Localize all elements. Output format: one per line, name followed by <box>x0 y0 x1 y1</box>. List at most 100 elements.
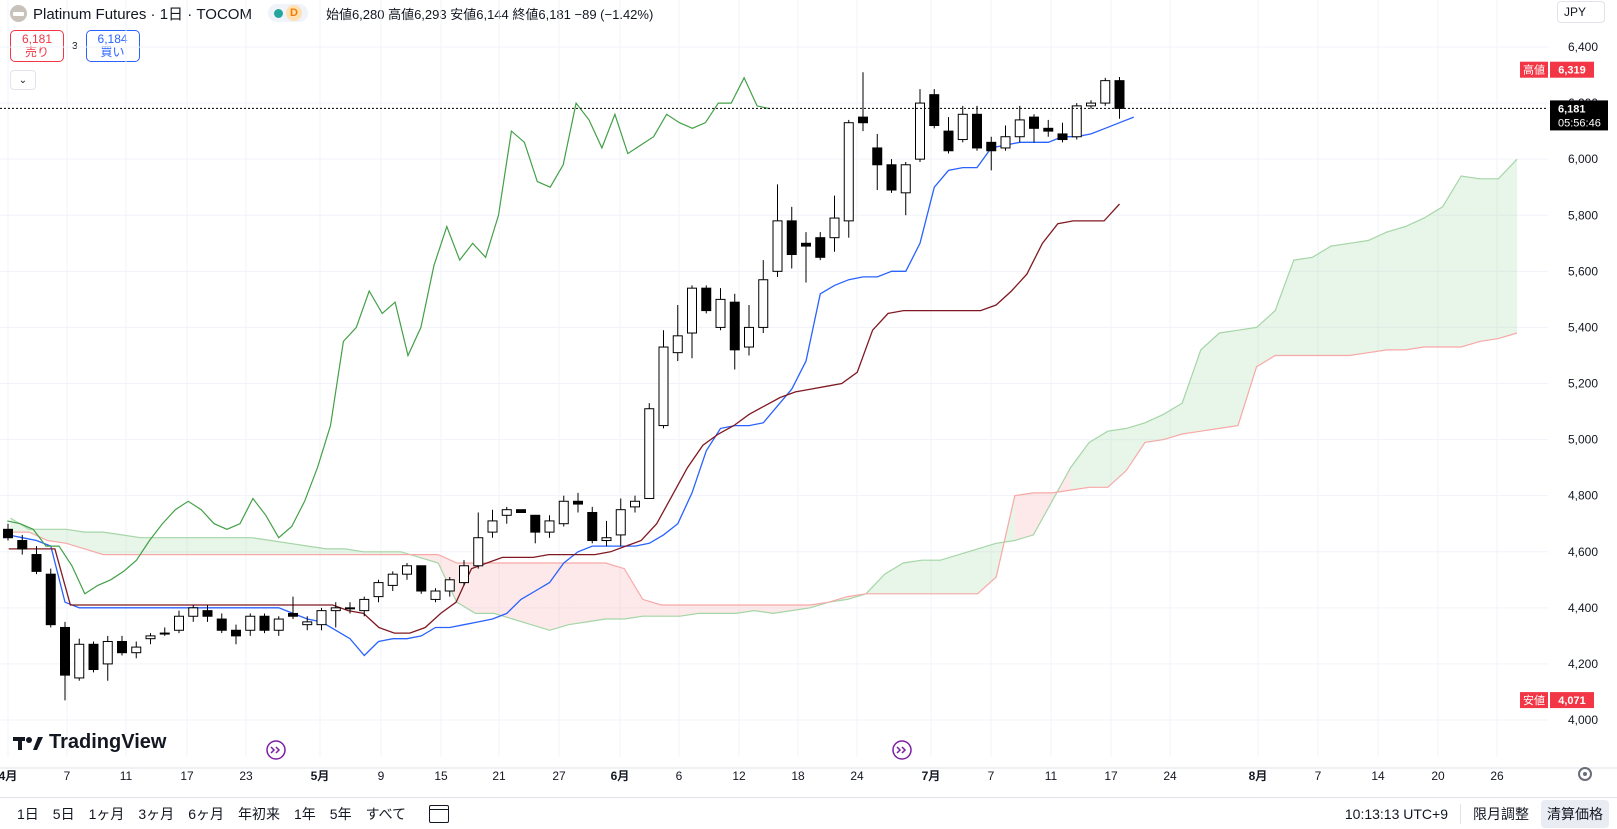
range-3m[interactable]: 3ヶ月 <box>138 805 175 822</box>
candle-body <box>957 113 968 141</box>
candle-body <box>188 607 199 617</box>
cloud-segment <box>270 540 290 555</box>
candle-body <box>658 346 669 427</box>
range-1d[interactable]: 1日 <box>17 805 39 822</box>
currency-label: JPY <box>1564 5 1587 19</box>
buy-button[interactable]: 6,184 買い <box>85 30 140 62</box>
candle-body <box>687 287 697 334</box>
bar-countdown: 05:56:46 <box>1558 117 1601 129</box>
candle-body <box>986 141 997 152</box>
currency-selector[interactable]: JPY <box>1557 1 1605 23</box>
event-marker-icon-1[interactable] <box>266 740 286 760</box>
symbol-title[interactable]: Platinum Futures · 1日 · TOCOM <box>33 5 252 23</box>
sell-button[interactable]: 6,181 売り <box>10 30 64 62</box>
time-tick-label: 17 <box>180 769 194 783</box>
cloud-segment <box>47 529 67 544</box>
tradingview-watermark[interactable]: TradingView <box>13 731 166 754</box>
candle-body <box>858 116 868 124</box>
event-marker-icon-2[interactable] <box>892 740 912 760</box>
cloud-segment <box>959 548 978 594</box>
candle-body <box>558 500 569 525</box>
candle-body <box>1114 80 1125 109</box>
cloud-segment <box>1182 349 1201 434</box>
candle-body <box>288 612 298 617</box>
range-ytd[interactable]: 年初来 <box>237 805 280 822</box>
range-6m[interactable]: 6ヶ月 <box>188 805 224 822</box>
candle-body <box>216 618 227 631</box>
cloud-segment <box>326 548 346 555</box>
price-axis[interactable]: 6,4006,2006,0005,8005,6005,4005,2005,000… <box>1520 40 1608 727</box>
ichimoku-cloud <box>10 158 1518 631</box>
market-open-dot-icon <box>273 8 283 18</box>
settlement-price-toggle[interactable]: 清算価格 <box>1541 799 1609 828</box>
candle-body <box>330 607 341 612</box>
sell-label: 売り <box>24 45 49 59</box>
cloud-segment <box>1331 243 1350 356</box>
price-tick-label: 4,800 <box>1568 489 1598 503</box>
candle-body <box>359 598 370 612</box>
range-5d[interactable]: 5日 <box>52 805 75 822</box>
candles <box>3 72 1125 701</box>
clock[interactable]: 10:13:13 UTC+9 <box>1344 805 1448 822</box>
contract-adjust-toggle[interactable]: 限月調整 <box>1473 805 1529 822</box>
time-tick-label: 20 <box>1431 769 1445 783</box>
cloud-segment <box>140 537 160 555</box>
cloud-segment <box>308 546 327 555</box>
market-status-badge[interactable]: D <box>267 4 308 22</box>
candle-body <box>31 554 42 572</box>
time-tick-label: 27 <box>552 769 566 783</box>
double-arrow-icon <box>270 746 281 754</box>
settings-gear-icon[interactable] <box>1578 767 1592 781</box>
candle-body <box>60 626 70 676</box>
range-1y[interactable]: 1年 <box>293 805 316 822</box>
candle-body <box>815 237 826 258</box>
collapse-legend-button[interactable]: ⌄ <box>10 70 36 90</box>
low-price-badge-label-bg <box>1520 692 1548 709</box>
cloud-segment <box>1442 175 1462 348</box>
candle-body <box>729 301 740 351</box>
time-tick-label: 12 <box>732 769 746 783</box>
grid <box>0 0 1548 757</box>
event-marker[interactable] <box>266 740 912 760</box>
candle-body <box>644 408 655 499</box>
divider <box>1460 803 1461 824</box>
candle-body <box>74 643 85 679</box>
range-all[interactable]: すべて <box>365 805 407 822</box>
bottom-right-controls: 10:13:13 UTC+9 限月調整 清算価格 <box>1345 798 1609 829</box>
cloud-segment <box>940 554 960 594</box>
go-to-date-calendar-icon[interactable] <box>429 804 450 823</box>
range-5y[interactable]: 5年 <box>329 805 352 822</box>
candle-body <box>915 102 925 160</box>
cloud-segment <box>1312 246 1332 356</box>
candle-body <box>1029 116 1039 129</box>
date-range-buttons: 1日 5日 1ヶ月 3ヶ月 6ヶ月 年初来 1年 5年 すべて <box>10 804 413 824</box>
delayed-data-badge: D <box>285 5 302 21</box>
leading-span-b <box>10 332 1518 606</box>
cloud-segment <box>624 568 643 620</box>
time-tick-label: 23 <box>239 769 253 783</box>
candle-body <box>672 335 683 354</box>
candle-body <box>102 640 113 665</box>
sell-price: 6,181 <box>21 32 53 46</box>
ohlc-legend: 始値6,280 高値6,293 安値6,144 終値6,181 −89 (−1.… <box>325 6 654 22</box>
range-1m[interactable]: 1ヶ月 <box>88 805 125 822</box>
time-axis[interactable]: 4月 7 11 17 23 5月 9 15 21 27 6月 6 12 18 24 7月 7 11 17 24 8月 7 1… <box>0 767 1617 783</box>
candle-body <box>402 565 412 575</box>
cloud-segment <box>122 534 141 555</box>
candle-body <box>145 635 156 640</box>
time-tick-label: 7 <box>988 769 995 783</box>
cloud-segment <box>1405 218 1425 350</box>
time-tick-label: 7 <box>64 769 71 783</box>
price-tick-label: 5,000 <box>1568 433 1598 447</box>
time-tick-label: 9 <box>378 769 385 783</box>
high-price-badge-label: 高値 <box>1523 63 1545 77</box>
time-tick-label: 24 <box>1163 769 1177 783</box>
cloud-segment <box>1349 240 1369 356</box>
cloud-segment <box>1200 333 1220 432</box>
price-chart[interactable]: 6,4006,2006,0005,8005,6005,4005,2005,000… <box>0 0 1617 797</box>
cloud-segment <box>1293 257 1313 356</box>
time-tick-label: 17 <box>1104 769 1118 783</box>
candle-body <box>801 242 811 247</box>
candle-body <box>473 537 484 567</box>
tradingview-logo-icon <box>13 736 43 750</box>
